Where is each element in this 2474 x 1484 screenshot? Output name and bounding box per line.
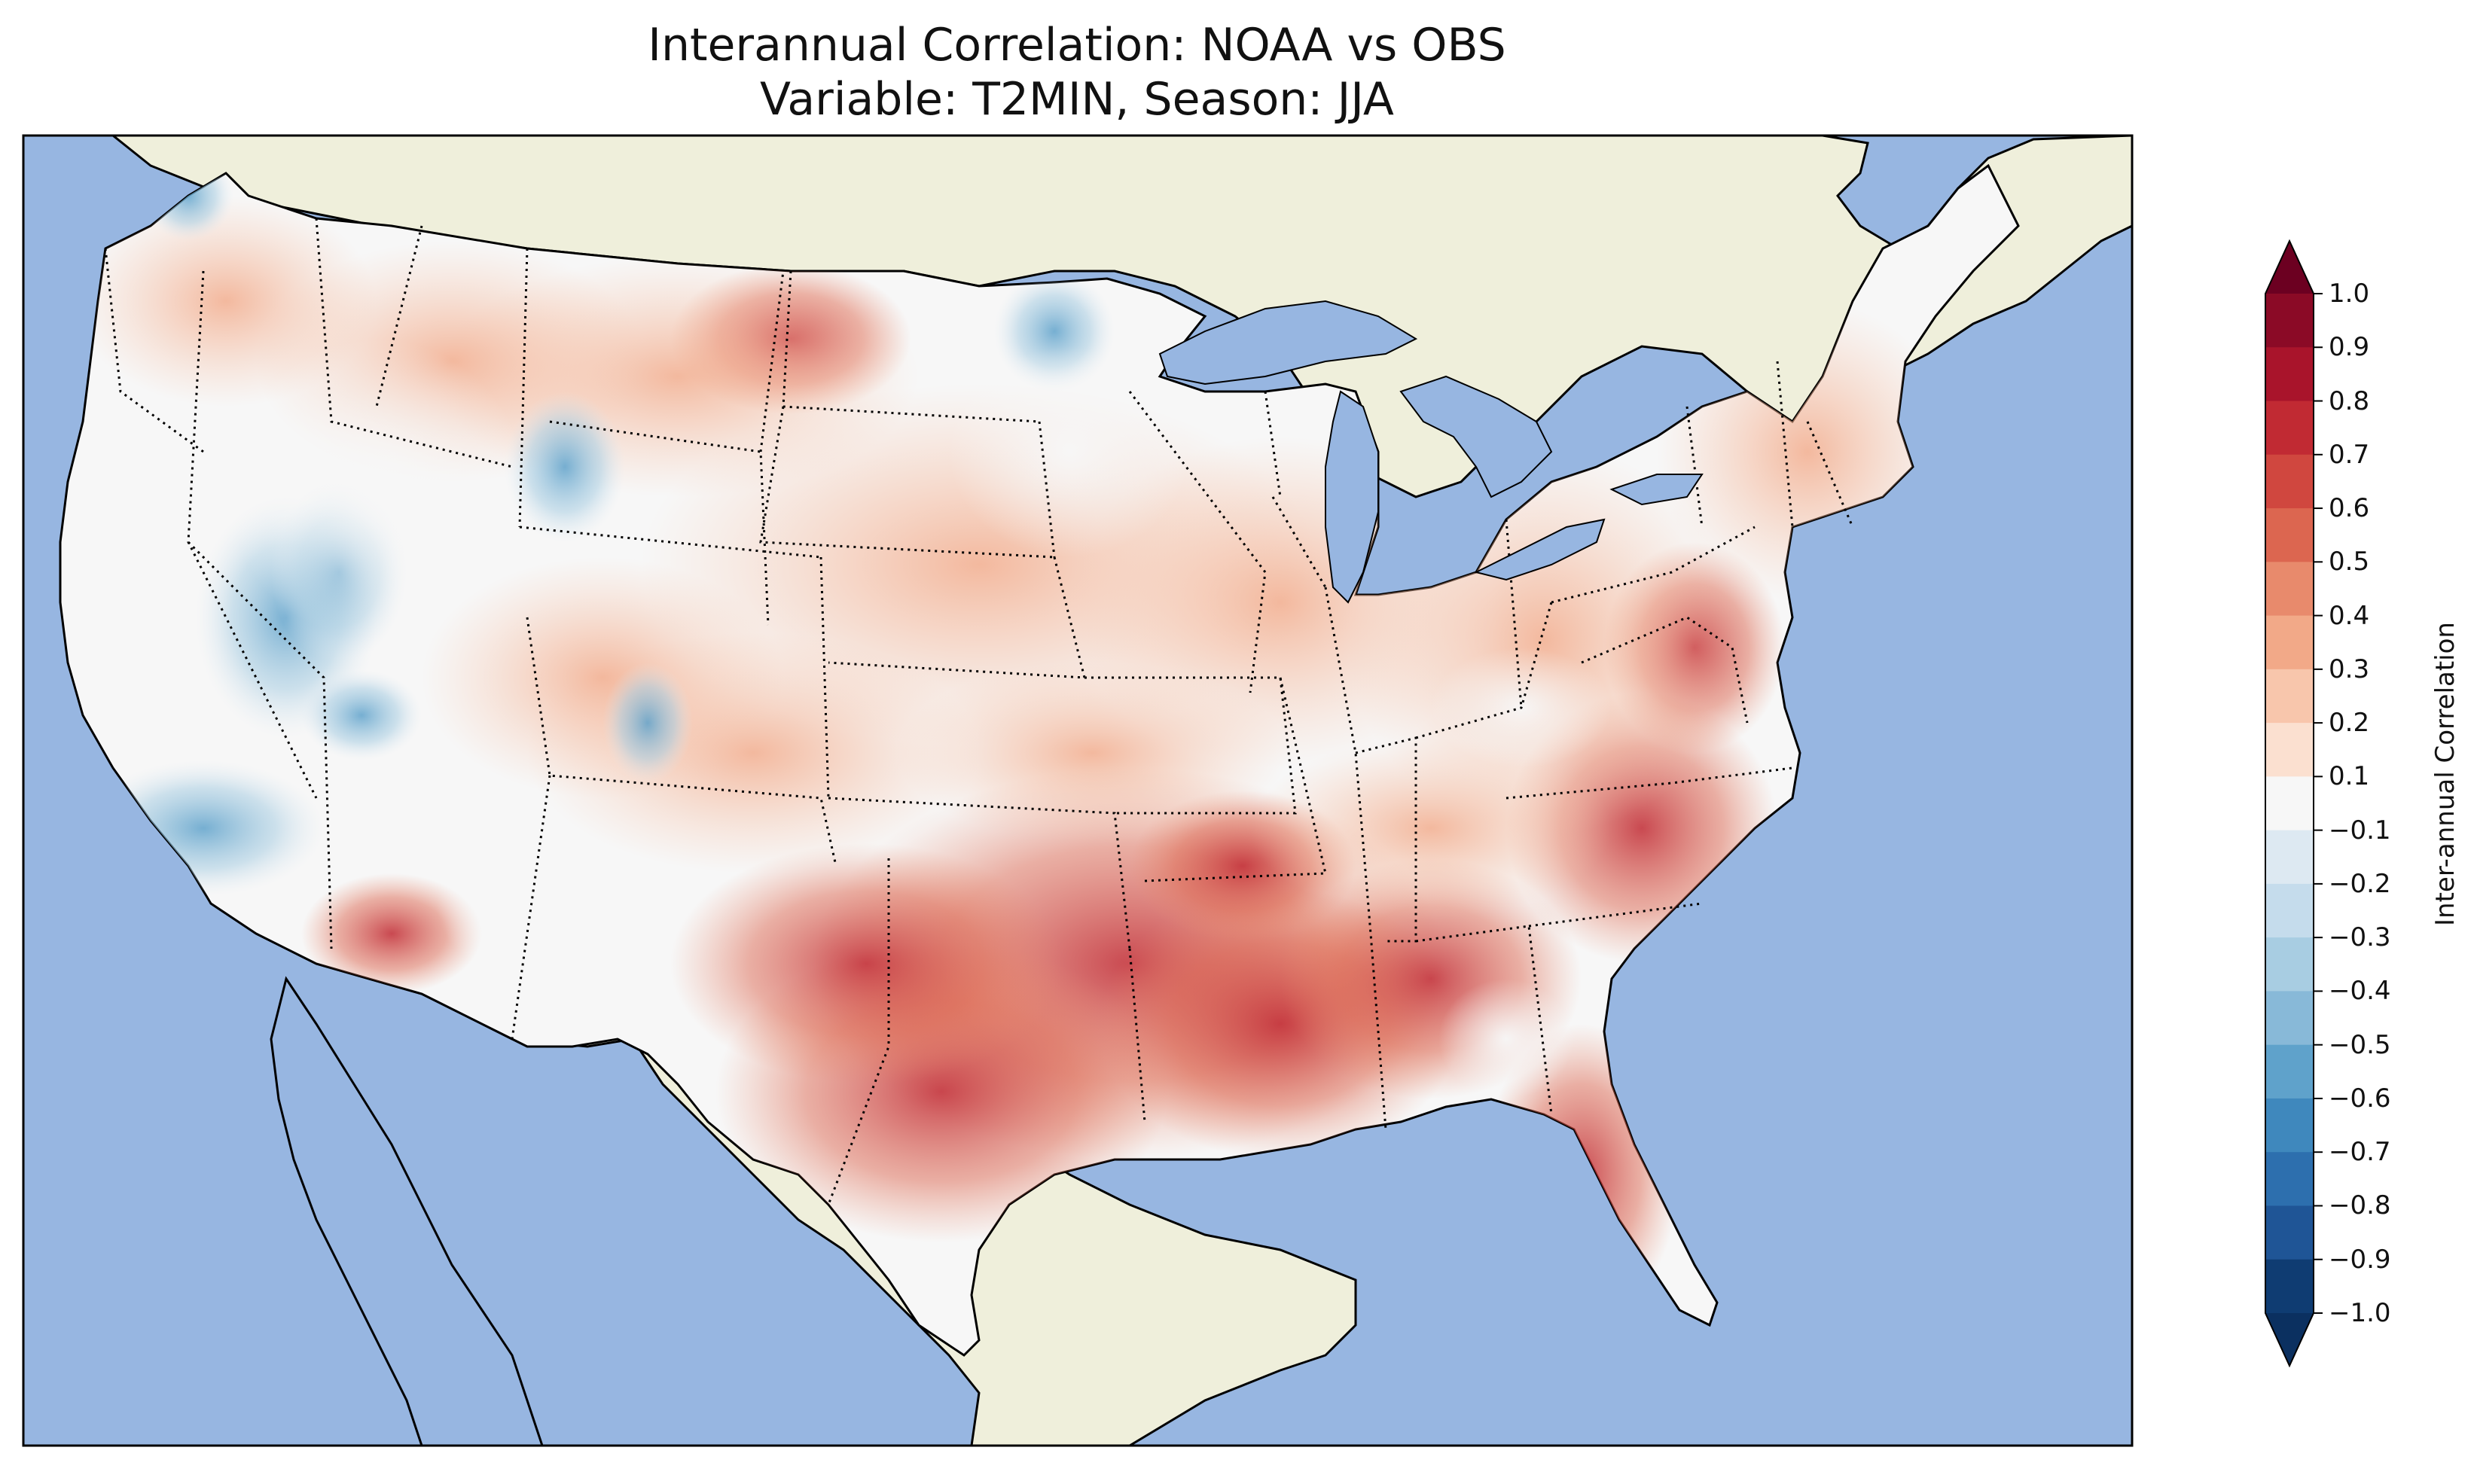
correlation-region-pink [896, 663, 1288, 843]
state-border [1505, 766, 1793, 800]
state-border [1806, 421, 1854, 528]
correlation-region-white [1438, 979, 1574, 1099]
state-border [1264, 391, 1282, 498]
correlation-region-pink [75, 196, 377, 407]
colorbar-extend-min [2265, 1313, 2314, 1366]
colorbar-tick-label: 0.9 [2329, 332, 2370, 363]
state-border [1551, 526, 1756, 604]
state-border [759, 406, 1055, 559]
state-border [1324, 587, 1387, 1130]
state-border [315, 218, 513, 468]
colorbar-tick-label: 0.5 [2329, 547, 2370, 577]
colorbar-tick-label: −0.5 [2329, 1029, 2391, 1060]
colorbar-band [2265, 1152, 2314, 1206]
colorbar-band [2265, 1098, 2314, 1153]
lake-ontario [1609, 474, 1704, 506]
state-border [519, 526, 822, 559]
colorbar-band [2265, 508, 2314, 562]
state-border [104, 248, 204, 453]
state-border [828, 797, 1131, 949]
state-border [1415, 602, 1553, 739]
colorbar-band [2265, 615, 2314, 670]
state-border [1776, 361, 1794, 528]
figure-title: Interannual Correlation: NOAA vs OBS [648, 19, 1506, 72]
colorbar-tick-label: 0.3 [2329, 654, 2370, 684]
colorbar-band [2265, 347, 2314, 402]
colorbar-band [2265, 991, 2314, 1046]
correlation-region-blue [301, 670, 422, 760]
colorbar-band [2265, 830, 2314, 885]
colorbar-tick-label: −0.2 [2329, 868, 2391, 899]
colorbar-band [2265, 454, 2314, 509]
state-border [1128, 391, 1267, 693]
correlation-region-pink [422, 557, 783, 798]
figure-subtitle: Variable: T2MIN, Season: JJA [760, 73, 1394, 126]
colorbar-band [2265, 937, 2314, 992]
correlation-region-white [437, 828, 618, 979]
colorbar-tick-label: −0.1 [2329, 815, 2391, 846]
colorbar-tick-label: 0.4 [2329, 600, 2370, 631]
map-frame [22, 134, 2134, 1447]
colorbar-band [2265, 1205, 2314, 1260]
colorbar-tick-label: 0.2 [2329, 708, 2370, 739]
state-border [1128, 948, 1146, 1123]
colorbar-tick-label: −0.9 [2329, 1244, 2391, 1275]
colorbar-band [2265, 776, 2314, 831]
correlation-region-red [670, 843, 1062, 1084]
correlation-region-blue [505, 392, 625, 542]
state-border [1528, 902, 1703, 928]
state-border [518, 248, 529, 528]
colorbar-label: Inter-annual Correlation [2430, 622, 2460, 926]
colorbar-band [2265, 1259, 2314, 1314]
colorbar-tick-label: −1.0 [2329, 1298, 2391, 1328]
state-border [827, 858, 890, 1205]
colorbar-tick-label: 1.0 [2329, 279, 2370, 309]
colorbar-band [2265, 562, 2314, 617]
colorbar-band [2265, 294, 2314, 348]
correlation-region-white [949, 346, 1190, 557]
correlation-region-white [226, 339, 527, 640]
colorbar-tick-label: 0.8 [2329, 385, 2370, 416]
colorbar-band [2265, 883, 2314, 938]
colorbar-band [2265, 401, 2314, 456]
map-area [23, 136, 2132, 1446]
lake-erie [1474, 518, 1606, 581]
correlation-region-blue [602, 663, 693, 783]
state-borders [104, 218, 1854, 1205]
state-border [1505, 519, 1523, 708]
colorbar [2265, 239, 2323, 1368]
colorbar-tick-label: −0.8 [2329, 1190, 2391, 1221]
colorbar-extend-max [2265, 241, 2314, 294]
lake-superior [1158, 300, 1418, 385]
gulf-of-california [270, 976, 544, 1446]
lake-huron [1399, 375, 1553, 498]
colorbar-tick-label: −0.7 [2329, 1137, 2391, 1168]
colorbar-band [2265, 723, 2314, 777]
state-border [1355, 736, 1417, 943]
great-lakes [1158, 300, 1704, 604]
colorbar-tick-label: −0.4 [2329, 976, 2391, 1007]
colorbar-tick-label: 0.1 [2329, 761, 2370, 792]
colorbar-band [2265, 669, 2314, 724]
colorbar-tick-label: −0.6 [2329, 1083, 2391, 1114]
state-border [187, 541, 333, 949]
colorbar-tick-label: −0.3 [2329, 922, 2391, 953]
lake-michigan [1325, 390, 1379, 604]
colorbar-tick-label: 0.7 [2329, 439, 2370, 470]
correlation-region-pink [1250, 738, 1612, 919]
colorbar-tick-label: 0.6 [2329, 493, 2370, 524]
state-border [1038, 421, 1056, 558]
colorbar-band [2265, 1044, 2314, 1099]
